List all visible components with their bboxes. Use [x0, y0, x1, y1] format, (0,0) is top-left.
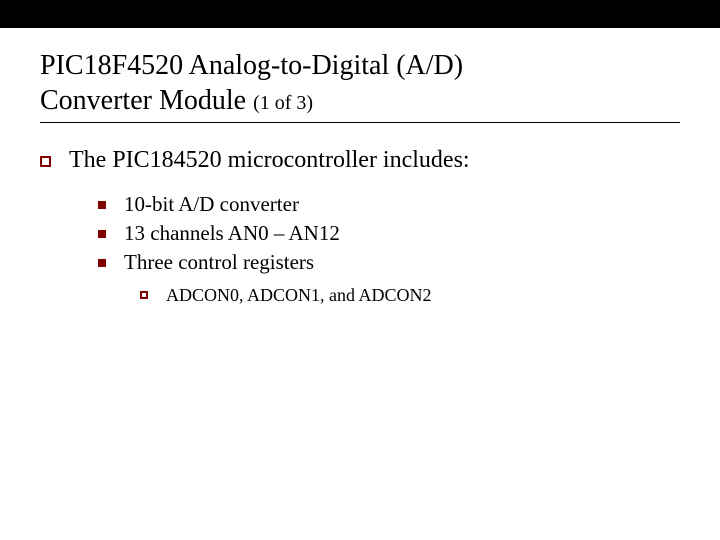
level2-text: Three control registers: [124, 250, 314, 275]
level3-text: ADCON0, ADCON1, and ADCON2: [166, 285, 432, 306]
open-square-small-bullet-icon: [140, 291, 148, 299]
bullet-level2: 13 channels AN0 – AN12: [98, 221, 680, 246]
bullet-level2: Three control registers: [98, 250, 680, 275]
level1-text: The PIC184520 microcontroller includes:: [69, 147, 470, 174]
level2-text: 13 channels AN0 – AN12: [124, 221, 340, 246]
filled-square-bullet-icon: [98, 259, 106, 267]
bullet-level1: The PIC184520 microcontroller includes:: [40, 147, 680, 174]
level2-list: 10-bit A/D converter 13 channels AN0 – A…: [98, 192, 680, 275]
bullet-level3: ADCON0, ADCON1, and ADCON2: [140, 285, 680, 306]
title-line-2-main: Converter Module: [40, 85, 253, 116]
level2-text: 10-bit A/D converter: [124, 192, 299, 217]
level3-list: ADCON0, ADCON1, and ADCON2: [140, 285, 680, 306]
title-line-1: PIC18F4520 Analog-to-Digital (A/D): [40, 48, 680, 83]
title-line-2: Converter Module (1 of 3): [40, 83, 680, 118]
filled-square-bullet-icon: [98, 201, 106, 209]
slide-content: PIC18F4520 Analog-to-Digital (A/D) Conve…: [0, 28, 720, 306]
filled-square-bullet-icon: [98, 230, 106, 238]
open-square-bullet-icon: [40, 156, 51, 167]
title-suffix: (1 of 3): [253, 92, 313, 114]
bullet-level2: 10-bit A/D converter: [98, 192, 680, 217]
title-block: PIC18F4520 Analog-to-Digital (A/D) Conve…: [40, 48, 680, 123]
top-black-bar: [0, 0, 720, 28]
